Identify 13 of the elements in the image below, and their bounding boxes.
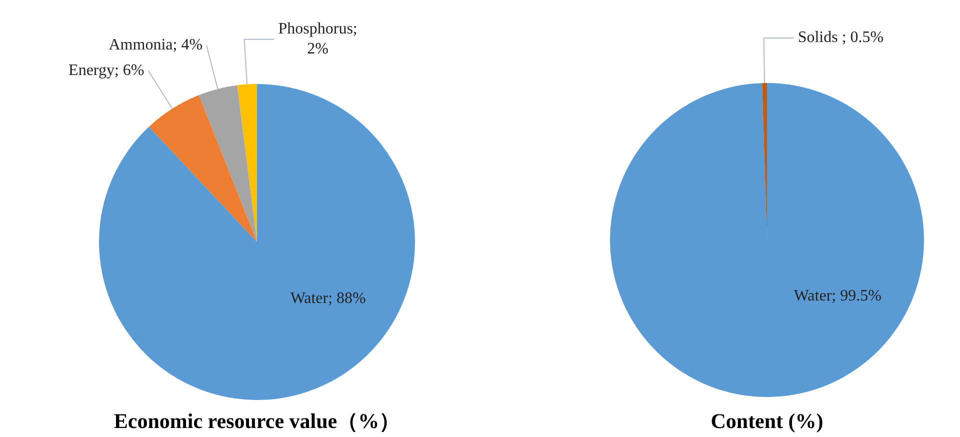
slice-label: Water [290, 290, 329, 308]
slice-label: Phosphorus; 2% [278, 20, 358, 58]
text: Content (%) [710, 408, 824, 433]
slice-label: Ammonia [108, 36, 173, 54]
slice-label: Solids [798, 29, 842, 46]
data-label: ; 0.5% [842, 29, 884, 46]
data-label: ; 4% [172, 36, 203, 54]
data-label: ; 88% [328, 290, 366, 308]
text: Economic resource value（%） [114, 408, 400, 433]
slice-label: Water [794, 288, 832, 305]
data-label: ; 99.5% [832, 288, 882, 305]
data-label: ; 6% [114, 62, 144, 79]
slice-label: Energy [68, 62, 114, 79]
